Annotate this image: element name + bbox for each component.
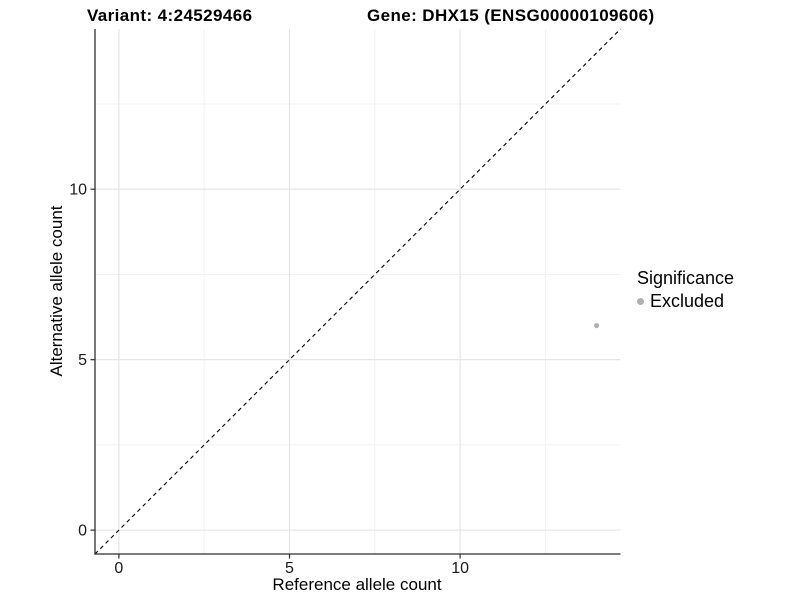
x-tick-label: 5 [285, 560, 294, 577]
legend-item-excluded: Excluded [637, 290, 734, 312]
y-tick-label: 10 [69, 182, 87, 199]
legend-point-icon [637, 297, 644, 305]
legend: Significance Excluded [637, 267, 734, 312]
x-tick-label: 0 [114, 560, 123, 577]
legend-item-label: Excluded [650, 291, 725, 311]
y-tick-label: 5 [78, 352, 87, 369]
legend-title: Significance [637, 268, 735, 288]
y-tick-label: 0 [78, 523, 87, 540]
variant-title: Variant: 4:24529466 [87, 6, 253, 25]
gene-title: Gene: DHX15 (ENSG00000109606) [367, 6, 655, 25]
x-axis-title: Reference allele count [272, 575, 442, 594]
identity-dashed-line [94, 28, 621, 555]
data-point [594, 322, 600, 329]
x-tick-label: 10 [451, 560, 469, 577]
y-axis-title: Alternative allele count [47, 205, 66, 377]
